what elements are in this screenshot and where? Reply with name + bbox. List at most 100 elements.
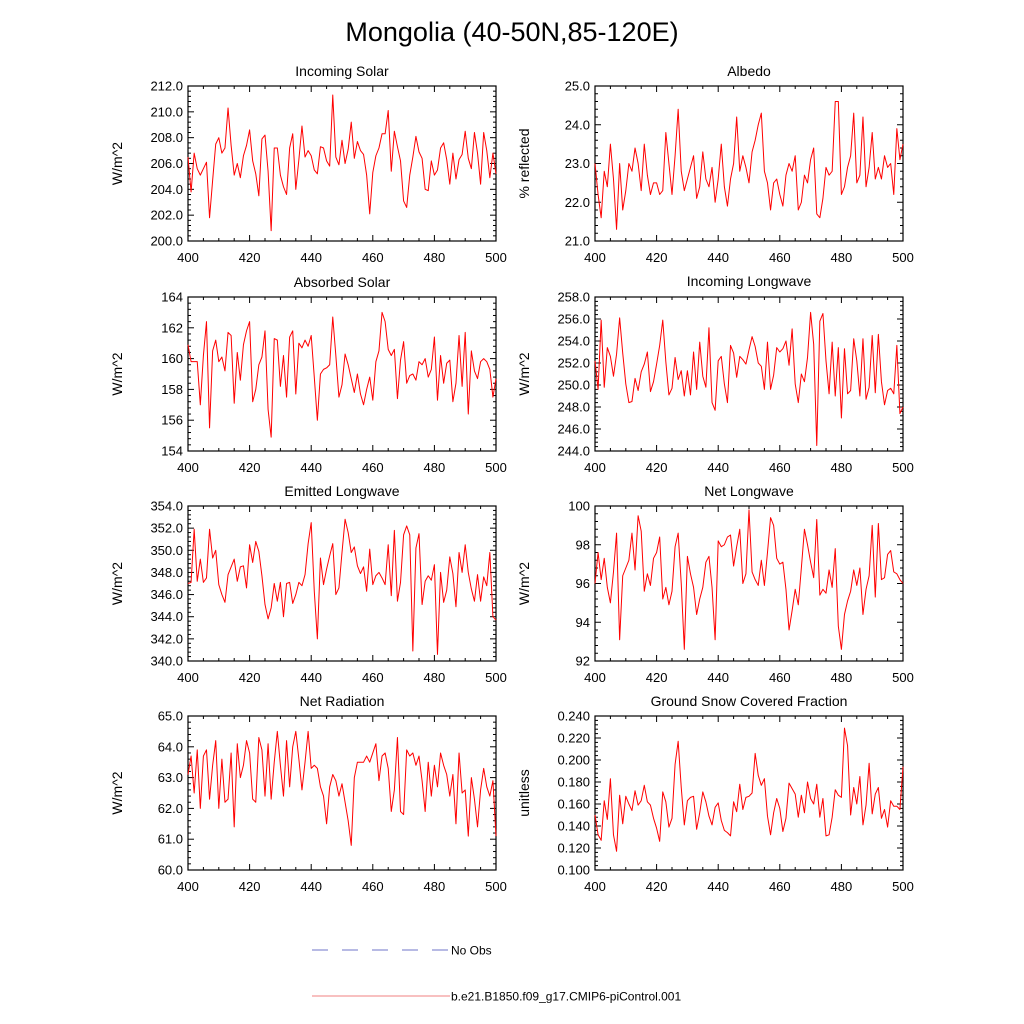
panel-incoming-longwave-ytick-label: 250.0 (557, 378, 590, 393)
panel-ground-snow-covered-fraction-xtick-label: 400 (584, 879, 606, 894)
panel-net-longwave-xtick-label: 480 (831, 670, 853, 685)
panel-absorbed-solar-xtick-label: 460 (362, 460, 384, 475)
panel-emitted-longwave-xtick-label: 460 (362, 670, 384, 685)
panel-incoming-solar-series-line (187, 94, 497, 232)
panel-ground-snow-covered-fraction-title: Ground Snow Covered Fraction (651, 693, 848, 709)
panel-absorbed-solar-xtick-label: 500 (485, 460, 507, 475)
panel-ground-snow-covered-fraction-ytick-label: 0.220 (557, 731, 590, 746)
panel-absorbed-solar-ytick-label: 156 (161, 413, 183, 428)
panel-albedo-ytick-label: 25.0 (565, 79, 590, 94)
panel-absorbed-solar-series-line (187, 311, 497, 438)
panel-net-radiation-ylabel: W/m^2 (109, 771, 125, 814)
panel-emitted-longwave-ylabel: W/m^2 (109, 562, 125, 605)
panel-incoming-longwave-ytick-label: 244.0 (557, 444, 590, 459)
panel-absorbed-solar-xtick-label: 440 (300, 460, 322, 475)
panel-net-radiation-ytick-label: 64.0 (158, 739, 183, 754)
panel-incoming-solar-ytick-label: 212.0 (150, 79, 183, 94)
panel-albedo-xtick-label: 440 (707, 250, 729, 265)
panel-net-longwave-ylabel: W/m^2 (516, 562, 532, 605)
panel-incoming-solar-xtick-label: 420 (239, 250, 261, 265)
panel-net-longwave-title: Net Longwave (704, 483, 794, 499)
panel-net-radiation-xtick-label: 500 (485, 879, 507, 894)
panel-emitted-longwave-xtick-label: 420 (239, 670, 261, 685)
panel-incoming-longwave-ytick-label: 248.0 (557, 400, 590, 415)
legend-obs-label: No Obs (451, 944, 492, 958)
panel-incoming-solar-ytick-label: 206.0 (150, 156, 183, 171)
panel-ground-snow-covered-fraction-ytick-label: 0.160 (557, 797, 590, 812)
panel-emitted-longwave-ytick-label: 342.0 (150, 631, 183, 646)
panel-net-radiation-ytick-label: 60.0 (158, 863, 183, 878)
panel-net-radiation-ytick-label: 62.0 (158, 801, 183, 816)
panel-absorbed-solar-ytick-label: 154 (161, 444, 183, 459)
panel-net-radiation-series-line (187, 730, 497, 846)
panel-emitted-longwave-ytick-label: 354.0 (150, 499, 183, 514)
panel-ground-snow-covered-fraction-ytick-label: 0.120 (557, 841, 590, 856)
panel-incoming-solar-xtick-label: 400 (177, 250, 199, 265)
panel-ground-snow-covered-fraction-xtick-label: 460 (769, 879, 791, 894)
panel-incoming-solar-ytick-label: 200.0 (150, 234, 183, 249)
panel-ground-snow-covered-fraction-ytick-label: 0.180 (557, 775, 590, 790)
panel-net-longwave-xtick-label: 440 (707, 670, 729, 685)
panel-net-radiation-ytick-label: 61.0 (158, 832, 183, 847)
panel-absorbed-solar-ytick-label: 160 (161, 351, 183, 366)
panel-incoming-solar-ytick-label: 208.0 (150, 130, 183, 145)
panel-net-longwave-series-line (594, 509, 904, 650)
panel-incoming-longwave: Incoming Longwave W/m^2 400 420 440 460 480 500… (516, 273, 914, 475)
panel-albedo-xtick-label: 400 (584, 250, 606, 265)
panel-ground-snow-covered-fraction-xtick-label: 480 (831, 879, 853, 894)
panel-ground-snow-covered-fraction-ytick-label: 0.240 (557, 709, 590, 724)
panel-albedo-xtick-label: 460 (769, 250, 791, 265)
panel-albedo-ytick-label: 21.0 (565, 234, 590, 249)
panel-absorbed-solar-ytick-label: 164 (161, 290, 183, 305)
panel-emitted-longwave-xtick-label: 500 (485, 670, 507, 685)
panel-net-longwave-xtick-label: 500 (892, 670, 914, 685)
panels-container: Incoming Solar W/m^2 400 420 440 460 480 500 200… (109, 63, 914, 894)
panel-ground-snow-covered-fraction: Ground Snow Covered Fraction unitless 400 4… (516, 693, 914, 894)
panel-albedo-xtick-label: 420 (646, 250, 668, 265)
panel-incoming-solar-ytick-label: 202.0 (150, 208, 183, 223)
panel-absorbed-solar: Absorbed Solar W/m^2 400 420 440 460 480 500 154… (109, 274, 507, 475)
panel-net-radiation-xtick-label: 420 (239, 879, 261, 894)
panel-ground-snow-covered-fraction-xtick-label: 420 (646, 879, 668, 894)
panel-albedo-series-line (594, 101, 904, 230)
panel-net-longwave-xtick-label: 400 (584, 670, 606, 685)
panel-ground-snow-covered-fraction-series-line (594, 727, 904, 852)
panel-emitted-longwave-xtick-label: 400 (177, 670, 199, 685)
panel-albedo-ylabel: % reflected (516, 128, 532, 198)
panel-net-longwave-ytick-label: 94 (576, 615, 590, 630)
panel-emitted-longwave-series-line (187, 518, 497, 655)
panel-incoming-solar: Incoming Solar W/m^2 400 420 440 460 480 500 200… (109, 63, 507, 265)
panel-incoming-longwave-ytick-label: 258.0 (557, 290, 590, 305)
panel-incoming-longwave-ytick-label: 254.0 (557, 334, 590, 349)
panel-incoming-solar-xtick-label: 480 (424, 250, 446, 265)
panel-incoming-longwave-xtick-label: 460 (769, 460, 791, 475)
panel-albedo-ytick-label: 24.0 (565, 117, 590, 132)
panel-incoming-longwave-xtick-label: 400 (584, 460, 606, 475)
panel-absorbed-solar-xtick-label: 420 (239, 460, 261, 475)
panel-incoming-solar-title: Incoming Solar (295, 63, 389, 79)
panel-ground-snow-covered-fraction-ytick-label: 0.140 (557, 819, 590, 834)
panel-net-radiation-ytick-label: 63.0 (158, 770, 183, 785)
panel-net-longwave-ytick-label: 98 (576, 537, 590, 552)
panel-emitted-longwave-ytick-label: 350.0 (150, 543, 183, 558)
panel-emitted-longwave-ytick-label: 352.0 (150, 521, 183, 536)
panel-net-radiation-xtick-label: 440 (300, 879, 322, 894)
panel-incoming-solar-xtick-label: 460 (362, 250, 384, 265)
panel-incoming-longwave-xtick-label: 480 (831, 460, 853, 475)
page-title: Mongolia (40-50N,85-120E) (345, 17, 678, 47)
panel-net-longwave: Net Longwave W/m^2 400 420 440 460 480 500 92 94 9… (516, 483, 914, 685)
legend-model-label: b.e21.B1850.f09_g17.CMIP6-piControl.001 (451, 990, 681, 1004)
panel-net-radiation-xtick-label: 400 (177, 879, 199, 894)
panel-emitted-longwave-xtick-label: 440 (300, 670, 322, 685)
panel-emitted-longwave-ytick-label: 348.0 (150, 565, 183, 580)
panel-emitted-longwave: Emitted Longwave W/m^2 400 420 440 460 480 500 3… (109, 483, 507, 685)
panel-ground-snow-covered-fraction-xtick-label: 440 (707, 879, 729, 894)
legend: No Obs b.e21.B1850.f09_g17.CMIP6-piContr… (312, 944, 681, 1004)
panel-ground-snow-covered-fraction-ytick-label: 0.200 (557, 753, 590, 768)
panel-net-radiation: Net Radiation W/m^2 400 420 440 460 480 500 60.0… (109, 693, 507, 894)
panel-albedo-title: Albedo (727, 63, 771, 79)
panel-net-radiation-xtick-label: 480 (424, 879, 446, 894)
panel-incoming-longwave-xtick-label: 440 (707, 460, 729, 475)
panel-absorbed-solar-ytick-label: 158 (161, 382, 183, 397)
